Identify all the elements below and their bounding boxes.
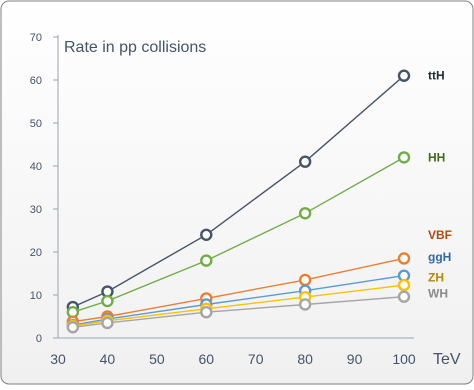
y-tick-label: 10 (30, 290, 42, 302)
data-point (397, 290, 411, 303)
data-point (397, 252, 411, 265)
data-point (200, 254, 213, 267)
data-point (298, 155, 312, 168)
series-label: VBF (428, 228, 452, 242)
x-tick-label: 70 (248, 351, 264, 367)
x-tick-label: 50 (149, 351, 165, 367)
x-tick-label: 30 (50, 351, 66, 367)
series-HH (66, 151, 411, 319)
data-point (298, 298, 312, 311)
axes: 0 10 20 30 40 50 60 70 30 40 50 60 70 80 90 100 (30, 32, 416, 367)
x-tick-label: 100 (392, 351, 416, 367)
series-label: ZH (428, 270, 444, 284)
data-point (101, 316, 114, 330)
data-point (200, 228, 213, 242)
y-tick-label: 60 (30, 75, 42, 87)
data-point (298, 207, 312, 220)
y-tick-label: 70 (30, 32, 42, 44)
data-point (397, 151, 411, 164)
series-WH (66, 290, 411, 334)
x-tick-label: 90 (347, 351, 363, 367)
y-tick-label: 50 (30, 118, 42, 130)
series-labels: ttH HH VBF ggH ZH WH (428, 69, 452, 301)
y-tick-label: 40 (30, 161, 42, 173)
x-tick-label: 60 (198, 351, 214, 367)
data-point (397, 69, 411, 82)
chart-title: Rate in pp collisions (64, 39, 206, 56)
x-unit-label: TeV (433, 351, 461, 368)
series-label: HH (428, 150, 445, 164)
series-group (66, 69, 411, 334)
y-tick-label: 0 (36, 333, 42, 345)
data-point (397, 278, 411, 292)
x-tick-label: 40 (100, 351, 116, 367)
y-tick-label: 30 (30, 204, 42, 216)
series-label: ttH (428, 69, 445, 83)
series-label: ggH (428, 250, 451, 264)
data-point (66, 321, 80, 334)
y-tick-label: 20 (30, 247, 42, 259)
data-point (200, 306, 213, 319)
series-label: WH (428, 287, 448, 301)
x-tick-label: 80 (297, 351, 313, 367)
data-point (298, 273, 312, 287)
data-point (101, 294, 114, 308)
